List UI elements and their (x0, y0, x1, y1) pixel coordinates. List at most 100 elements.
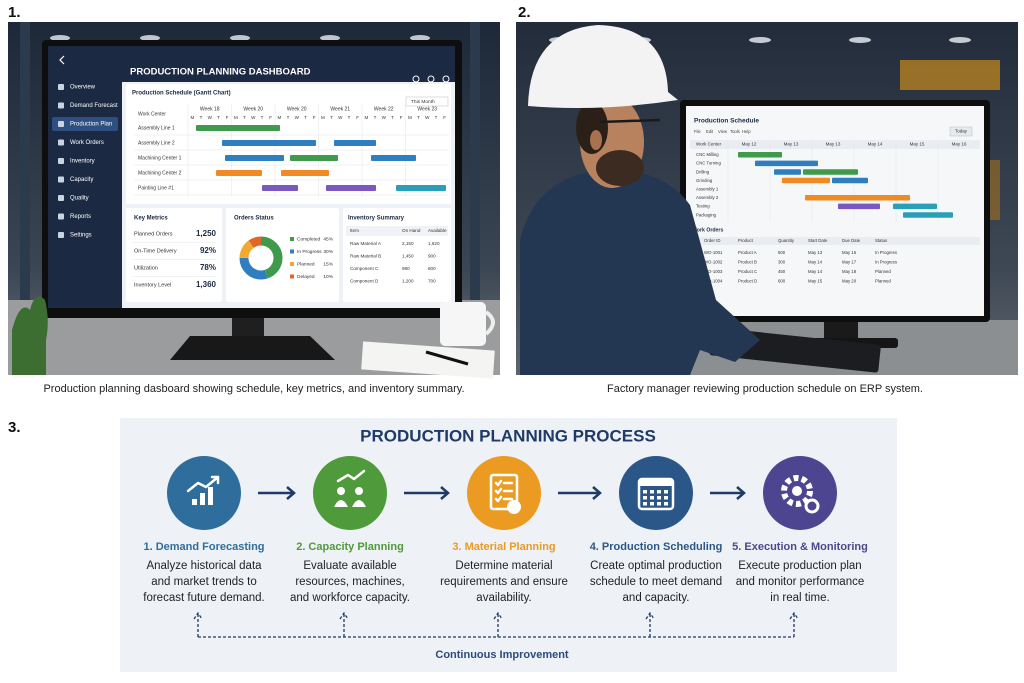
text-label: Factory manager reviewing production sch… (607, 383, 923, 395)
gantt-bar (832, 177, 868, 184)
icon (657, 496, 661, 500)
text-label: Drilling (696, 169, 710, 174)
text-label: Week 20 (243, 106, 263, 112)
icon (643, 496, 647, 500)
icon (192, 499, 197, 505)
loop-arrow (789, 611, 799, 637)
text-label: Item (350, 228, 359, 233)
text-label: M (234, 115, 238, 120)
menu-item[interactable]: Overview (70, 85, 96, 91)
card (226, 208, 339, 302)
menu-icon (58, 213, 64, 220)
gantt-bar (396, 185, 446, 191)
text-label: May 14 (808, 260, 823, 265)
text-label: M (321, 115, 325, 120)
text-label: 600 (428, 266, 436, 271)
step-circle (313, 456, 387, 530)
text-label: May 14 (868, 142, 883, 147)
text-label: and market trends to (151, 576, 256, 588)
gantt-bar (755, 160, 818, 167)
text-label: F (269, 115, 272, 120)
menu-item[interactable]: Capacity (70, 177, 93, 183)
icon (208, 487, 213, 505)
text-label: May 13 (784, 142, 799, 147)
text-label: Work Center (696, 142, 722, 147)
menu-item[interactable]: Demand Forecast (70, 103, 118, 109)
person-beard (596, 150, 644, 186)
text-label: Assembly Line 2 (138, 140, 175, 146)
text-label: May 12 (742, 142, 757, 147)
text-label: T (243, 115, 246, 120)
text-label: Planned (297, 261, 315, 267)
text-label: Start Date (808, 238, 828, 243)
text-label: T (330, 115, 333, 120)
text-label: 10% (323, 274, 333, 280)
table-header (346, 226, 448, 236)
header-icon (442, 75, 450, 83)
gantt-bar (738, 152, 782, 158)
menu-item[interactable]: Quality (70, 196, 89, 202)
text-label: May 17 (842, 260, 857, 265)
menu-item[interactable]: Reports (70, 214, 91, 220)
hard-hat (528, 25, 678, 108)
text-label: 1,360 (196, 280, 217, 289)
text-label: Determine material (455, 560, 552, 572)
text-label: 1,620 (428, 241, 440, 246)
text-label: Analyze historical data (146, 560, 262, 572)
menu-item[interactable]: Work Orders (70, 140, 104, 146)
icon (336, 469, 366, 483)
menu-item[interactable]: Settings (70, 233, 92, 239)
menu-item[interactable]: Inventory (70, 159, 95, 165)
menu-item[interactable]: Production Plan (70, 122, 112, 128)
loop-arrow (193, 611, 203, 637)
text-label: M (190, 115, 194, 120)
gantt-bar (903, 212, 953, 218)
table-header (690, 237, 980, 245)
text-label: Help (742, 129, 751, 134)
loop-arrow (339, 611, 349, 637)
icon (200, 493, 205, 505)
ceiling-light (230, 35, 250, 41)
text-label: May 15 (808, 279, 823, 284)
text-label: Utilization (134, 265, 158, 271)
pen (425, 350, 469, 366)
text-label: and capacity. (623, 592, 690, 604)
text-label: 3. (8, 419, 21, 436)
text-label: Delayed (297, 274, 315, 280)
text-label: Orders Status (234, 216, 274, 222)
gantt-bar (216, 170, 262, 176)
text-label: T (217, 115, 220, 120)
text-label: and workforce capacity. (290, 592, 410, 604)
gantt-bar (803, 169, 858, 175)
screen (686, 106, 984, 316)
text-label: May 20 (842, 279, 857, 284)
icon (792, 486, 802, 496)
text-label: and monitor performance (736, 576, 864, 588)
back-arrow (59, 55, 65, 65)
text-label: In Progress (875, 260, 897, 265)
text-label: On-Time Delivery (134, 248, 177, 254)
text-label: 900 (428, 254, 436, 259)
monitor-neck (824, 320, 858, 342)
text-label: T (287, 115, 290, 120)
text-label: W (251, 115, 256, 120)
text-label: Week 20 (287, 106, 307, 112)
ceiling-light (320, 35, 340, 41)
grid-header (690, 140, 980, 149)
text-label: In Progress (875, 250, 897, 255)
legend-swatch (290, 262, 294, 266)
gantt-bar (893, 203, 937, 210)
text-label: Create optimal production (590, 560, 722, 572)
text-label: T (200, 115, 203, 120)
today-button[interactable] (949, 126, 973, 137)
text-label: Product D (738, 279, 757, 284)
icon (650, 490, 654, 494)
legend-swatch (290, 249, 294, 254)
text-label: Planned (875, 279, 891, 284)
text-label: F (400, 115, 403, 120)
text-label: Due Date (842, 238, 861, 243)
text-label: Raw Material A (350, 241, 382, 246)
gantt-bar (782, 177, 830, 184)
text-label: 4. Production Scheduling (590, 541, 723, 553)
